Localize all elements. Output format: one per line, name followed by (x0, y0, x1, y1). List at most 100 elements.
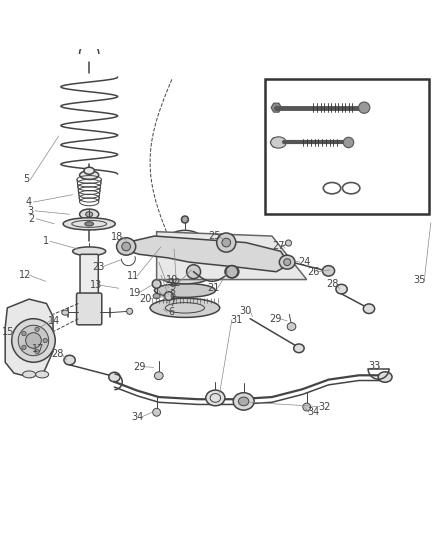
Ellipse shape (18, 325, 49, 356)
Text: 25: 25 (208, 231, 221, 241)
Ellipse shape (225, 265, 239, 278)
Text: 33: 33 (368, 361, 380, 371)
Ellipse shape (127, 308, 133, 314)
Text: 29: 29 (133, 361, 145, 372)
Ellipse shape (284, 259, 291, 265)
Ellipse shape (109, 372, 120, 382)
Ellipse shape (150, 298, 220, 318)
Polygon shape (5, 299, 53, 377)
Ellipse shape (336, 284, 347, 294)
Ellipse shape (63, 218, 115, 230)
Ellipse shape (85, 222, 94, 226)
Text: 2: 2 (28, 214, 35, 224)
Ellipse shape (217, 233, 236, 252)
Text: 5: 5 (23, 174, 29, 184)
Ellipse shape (26, 333, 41, 348)
Ellipse shape (117, 238, 136, 255)
Text: 9: 9 (170, 282, 176, 293)
Text: 14: 14 (48, 316, 60, 326)
Text: 22: 22 (168, 278, 180, 288)
Ellipse shape (271, 137, 286, 148)
Ellipse shape (226, 265, 238, 278)
Text: 30: 30 (240, 306, 252, 316)
Ellipse shape (286, 240, 292, 246)
Ellipse shape (84, 167, 94, 174)
Text: 28: 28 (327, 279, 339, 289)
Ellipse shape (80, 171, 99, 180)
Ellipse shape (86, 212, 93, 217)
Ellipse shape (43, 338, 47, 343)
Ellipse shape (323, 182, 341, 194)
Ellipse shape (80, 209, 99, 220)
Ellipse shape (22, 345, 26, 350)
Ellipse shape (287, 322, 296, 330)
Ellipse shape (192, 240, 199, 247)
Ellipse shape (206, 390, 225, 406)
Text: 29: 29 (269, 314, 282, 324)
Ellipse shape (170, 240, 177, 247)
Ellipse shape (12, 319, 55, 362)
Ellipse shape (153, 294, 160, 298)
Ellipse shape (23, 371, 35, 378)
Text: 19: 19 (129, 288, 141, 297)
Ellipse shape (279, 255, 295, 269)
Text: 23: 23 (92, 262, 105, 271)
Ellipse shape (303, 403, 311, 411)
Text: 8: 8 (170, 290, 176, 300)
Ellipse shape (155, 284, 215, 297)
Text: 1: 1 (42, 236, 49, 246)
Text: 34: 34 (132, 411, 144, 422)
Text: 32: 32 (318, 402, 330, 411)
Ellipse shape (22, 332, 26, 336)
Text: 15: 15 (2, 327, 14, 337)
Text: 4: 4 (26, 197, 32, 207)
Text: 34: 34 (307, 407, 319, 417)
FancyBboxPatch shape (265, 79, 429, 214)
Ellipse shape (155, 372, 163, 379)
Text: 21: 21 (207, 283, 219, 293)
Ellipse shape (322, 265, 335, 276)
Text: 12: 12 (18, 270, 31, 280)
Ellipse shape (122, 242, 131, 251)
Text: 17: 17 (32, 344, 44, 354)
FancyBboxPatch shape (80, 254, 98, 296)
Ellipse shape (153, 408, 161, 416)
Ellipse shape (294, 344, 304, 353)
Ellipse shape (73, 247, 106, 256)
Ellipse shape (164, 292, 173, 301)
Ellipse shape (233, 393, 254, 410)
Ellipse shape (364, 304, 374, 313)
Text: 26: 26 (307, 266, 319, 277)
Polygon shape (157, 232, 307, 279)
Ellipse shape (35, 371, 49, 378)
Ellipse shape (181, 216, 188, 223)
Ellipse shape (35, 327, 39, 332)
Ellipse shape (187, 265, 201, 279)
Ellipse shape (159, 266, 211, 284)
Ellipse shape (62, 310, 69, 315)
Text: 11: 11 (127, 271, 139, 281)
Polygon shape (124, 236, 290, 272)
Text: 35: 35 (414, 276, 426, 286)
Text: 6: 6 (169, 307, 175, 317)
Polygon shape (271, 103, 282, 112)
Text: 3: 3 (27, 206, 33, 216)
Ellipse shape (35, 350, 39, 354)
Ellipse shape (378, 372, 392, 382)
Text: 24: 24 (298, 257, 311, 267)
Ellipse shape (238, 397, 249, 406)
Ellipse shape (64, 356, 75, 365)
Text: 10: 10 (166, 274, 178, 285)
Ellipse shape (163, 256, 207, 268)
Text: 18: 18 (111, 232, 124, 242)
FancyBboxPatch shape (77, 293, 102, 325)
Ellipse shape (222, 238, 230, 247)
Text: 27: 27 (272, 240, 285, 251)
Text: 13: 13 (89, 280, 102, 290)
Text: 20: 20 (140, 294, 152, 304)
Ellipse shape (343, 138, 354, 148)
Polygon shape (270, 138, 283, 147)
Ellipse shape (359, 102, 370, 114)
Text: 28: 28 (52, 350, 64, 359)
Ellipse shape (152, 279, 161, 288)
